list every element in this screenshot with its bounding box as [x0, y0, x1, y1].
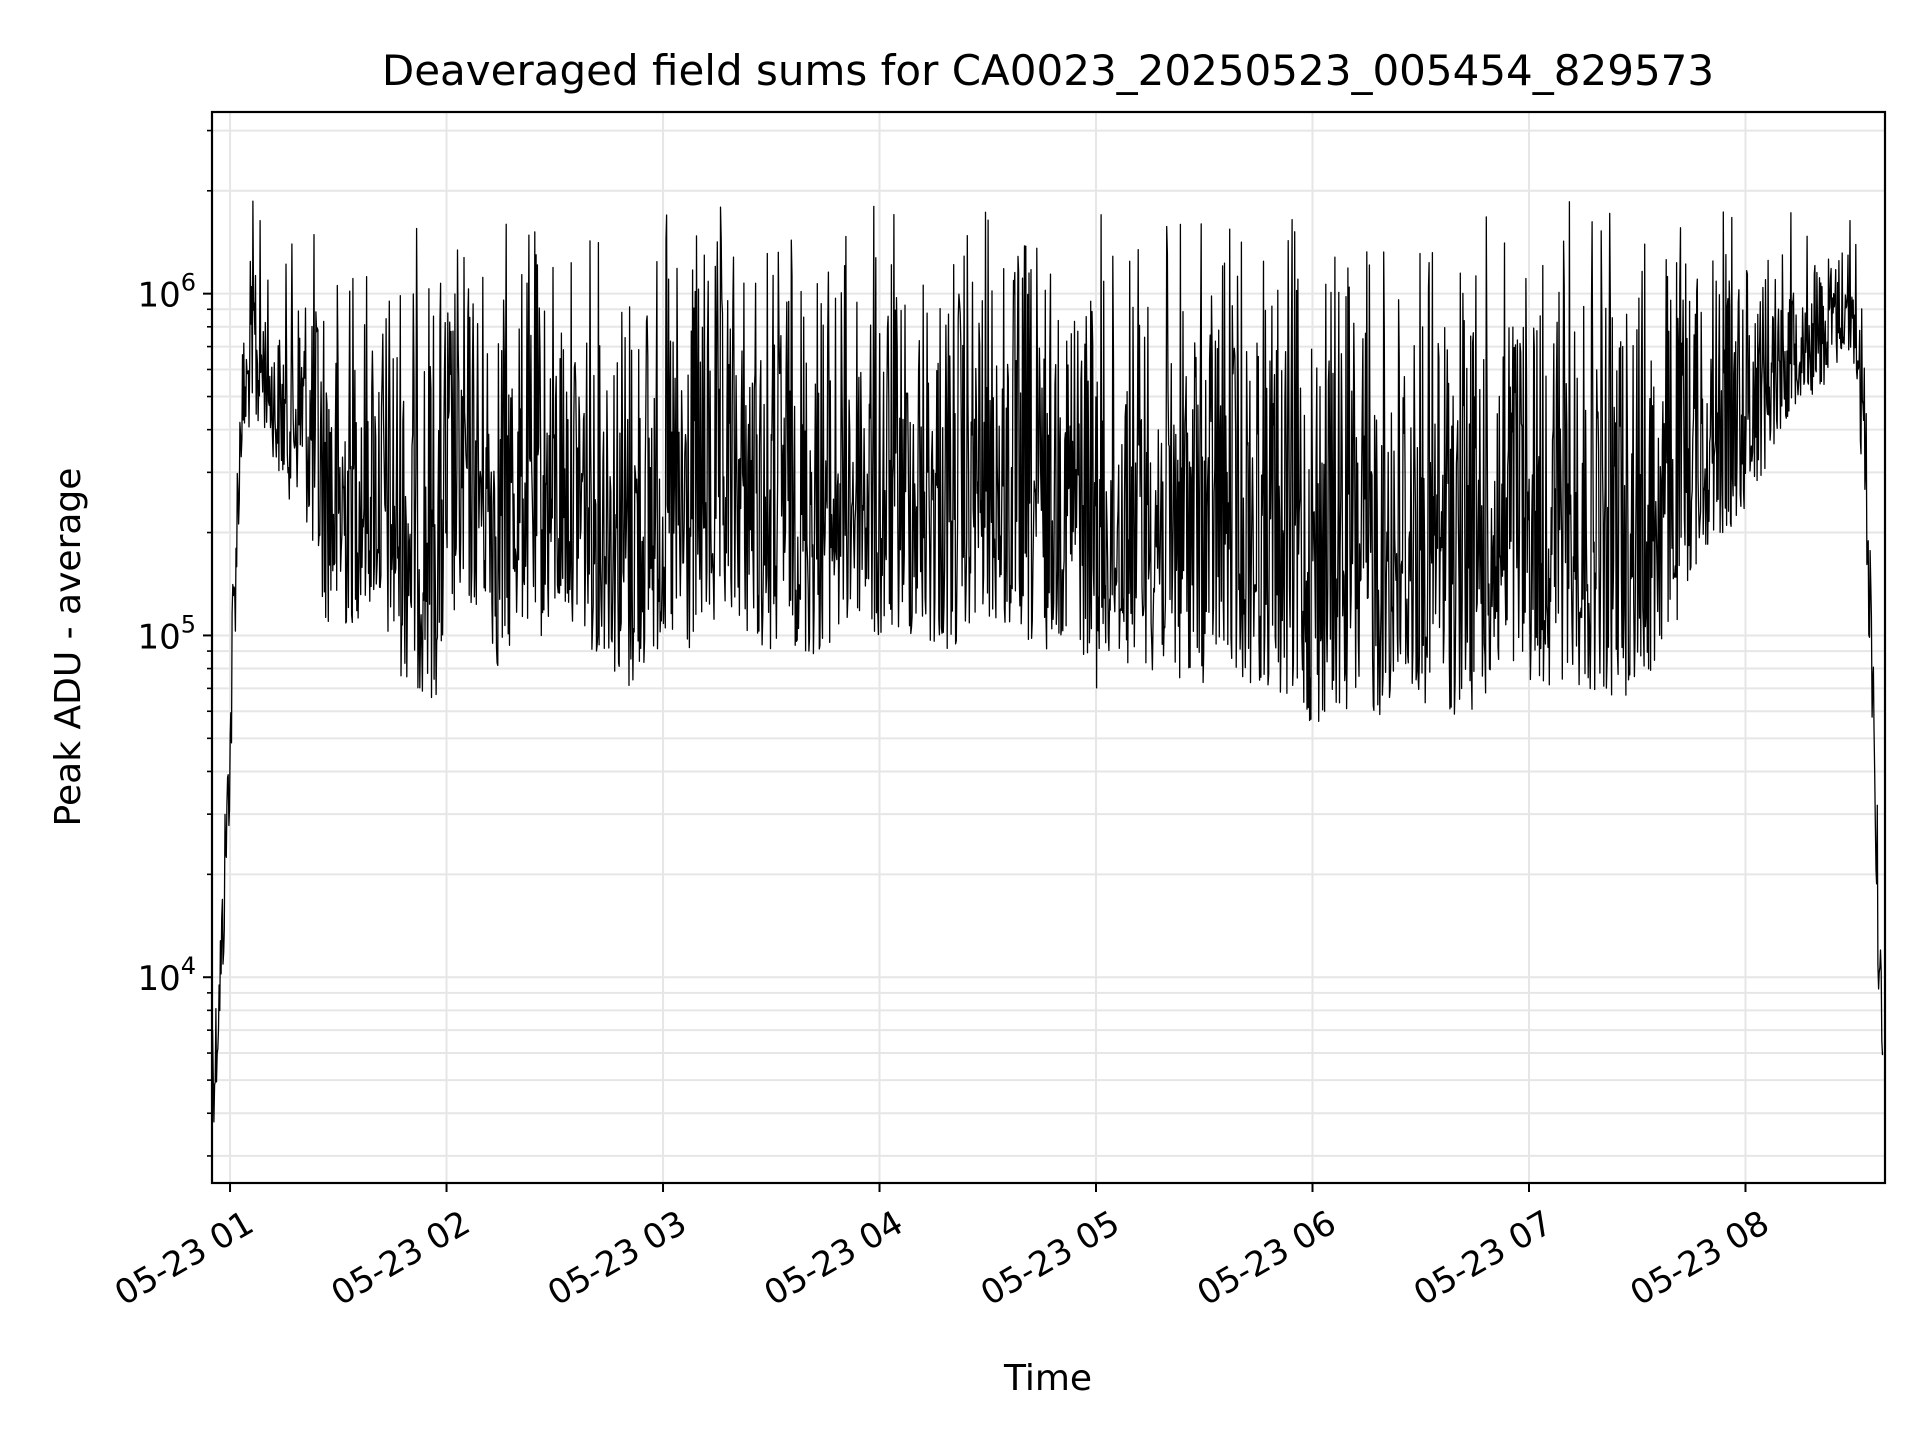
y-tick-label: 104: [137, 952, 196, 999]
x-axis-label: Time: [1003, 1358, 1092, 1399]
y-tick-label: 105: [137, 610, 196, 657]
plot-frame: [210, 110, 1887, 1185]
data-series: [211, 200, 1884, 1123]
y-tick-label: 106: [137, 269, 196, 316]
y-axis-label: Peak ADU - average: [48, 468, 89, 827]
y-axis-ticks: 104 105 106: [137, 129, 212, 1157]
chart-title: Deaveraged field sums for CA0023_2025052…: [382, 46, 1714, 95]
series-line: [211, 200, 1884, 1123]
